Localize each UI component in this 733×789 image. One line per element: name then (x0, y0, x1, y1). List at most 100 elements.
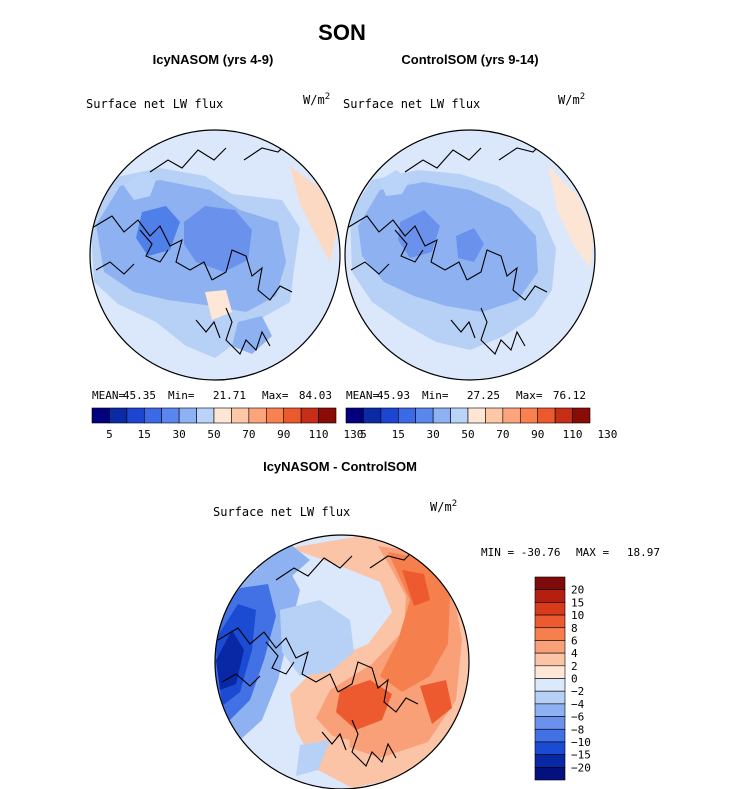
panel-b-coastlines (346, 139, 548, 355)
panel-a-colorbar-swatch (300, 407, 319, 424)
panel-c-min-text: MIN = -30.76 (481, 546, 560, 559)
panel-b-mean-label: MEAN= (346, 389, 379, 402)
panel-b-colorbar-swatch (502, 407, 521, 424)
panel-b-map (345, 130, 595, 380)
panel-c-colorbar-tick-label: −20 (571, 761, 591, 774)
panel-a-colorbar-tick-label: 70 (242, 428, 255, 441)
panel-b-colorbar-swatch (415, 407, 434, 424)
panel-a-colorbar-swatch (91, 407, 110, 424)
panel-b-max-value: 76.12 (553, 389, 586, 402)
panel-c-colorbar-swatch (534, 589, 566, 603)
panel-c-colorbar-tick-label: 6 (571, 634, 578, 647)
panel-c-colorbar-tick-label: −15 (571, 749, 591, 762)
panel-c-colorbar-swatch (534, 728, 566, 743)
panel-a-colorbar-swatch (178, 407, 197, 424)
panel-a-colorbar-swatch (196, 407, 215, 424)
panel-b-title: ControlSOM (yrs 9-14) (401, 52, 538, 67)
panel-b-colorbar-swatch (363, 407, 382, 424)
panel-a-variable: Surface net LW flux (86, 97, 223, 111)
panel-c-colorbar-swatch (534, 602, 566, 616)
panel-a-colorbar-swatch (161, 407, 180, 424)
panel-b-min-value: 27.25 (467, 389, 500, 402)
panel-c-colorbar-swatch (534, 690, 566, 705)
panel-b-colorbar-swatch (450, 407, 469, 424)
panel-b-min-label: Min= (422, 389, 449, 402)
panel-a-colorbar: 5 15 30 50 70 90 110 130 (91, 407, 363, 441)
panel-a-map (90, 130, 340, 380)
panel-c-colorbar-swatch (534, 703, 566, 717)
panel-a-colorbar-tick-label: 110 (309, 428, 329, 441)
panel-b-max-label: Max= (516, 389, 543, 402)
panel-a-colorbar-swatch (143, 407, 163, 424)
panel-b-colorbar-tick-label: 50 (461, 428, 474, 441)
panel-a-colorbar-swatch (265, 407, 285, 424)
panel-b-colorbar-swatch (519, 407, 539, 424)
panel-b-variable: Surface net LW flux (343, 97, 480, 111)
panel-a-colorbar-tick-label: 90 (277, 428, 290, 441)
panel-a-colorbar-swatch (231, 407, 250, 424)
panel-a-coastlines (91, 139, 293, 355)
panel-b-units: W/m2 (558, 92, 585, 107)
panel-b-colorbar-swatch (537, 407, 556, 424)
panel-b-stats: MEAN= 45.93 Min= 27.25 Max= 76.12 (346, 389, 586, 402)
panel-b-colorbar-tick-label: 110 (563, 428, 583, 441)
panel-c-colorbar-tick-label: −10 (571, 736, 591, 749)
panel-c-colorbar-swatch (534, 754, 566, 768)
panel-b-colorbar-tick-label: 130 (597, 428, 617, 441)
panel-a-max-value: 84.03 (299, 389, 332, 402)
panel-b-colorbar-swatch (485, 407, 504, 424)
panel-c-colorbar-tick-label: 4 (571, 647, 578, 660)
panel-b-colorbar-swatch (467, 407, 486, 424)
panel-c-colorbar-swatch (534, 614, 566, 629)
panel-b-colorbar-swatch (345, 407, 364, 424)
panel-c-map-border (214, 534, 470, 789)
panel-c-title: IcyNASOM - ControlSOM (263, 459, 417, 474)
panel-a-colorbar-tick-label: 15 (138, 428, 151, 441)
panel-b-map-border (344, 129, 596, 381)
panel-a-colorbar-swatch (126, 407, 145, 424)
panel-b-colorbar-swatch (432, 407, 451, 424)
panel-c-colorbar-tick-label: −6 (571, 711, 584, 724)
panel-c-variable: Surface net LW flux (213, 505, 350, 519)
panel-a-colorbar-swatch (109, 407, 128, 424)
panel-a-colorbar-tick-label: 130 (343, 428, 363, 441)
panel-b-mean-value: 45.93 (377, 389, 410, 402)
panel-controlsom: ControlSOM (yrs 9-14) Surface net LW flu… (343, 52, 617, 441)
panel-c-max-label: MAX = (576, 546, 609, 559)
panel-a-min-value: 21.71 (213, 389, 246, 402)
panel-a-title: IcyNASOM (yrs 4-9) (153, 52, 274, 67)
panel-b-colorbar-swatch (554, 407, 573, 424)
panel-a-mean-value: 45.35 (123, 389, 156, 402)
panel-c-colorbar-tick-label: −2 (571, 685, 584, 698)
panel-b-colorbar-tick-label: 30 (427, 428, 440, 441)
panel-c-stats: MIN = -30.76 MAX = 18.97 (481, 546, 660, 559)
panel-c-units: W/m2 (430, 499, 457, 514)
panel-c-colorbar-swatch (534, 716, 566, 730)
panel-c-colorbar-tick-label: 8 (571, 622, 578, 635)
panel-c-colorbar-swatch (534, 576, 566, 590)
panel-c-colorbar-tick-label: 15 (571, 596, 584, 609)
panel-a-stats: MEAN= 45.35 Min= 21.71 Max= 84.03 (92, 389, 332, 402)
panel-c-colorbar-tick-label: −4 (571, 698, 585, 711)
panel-b-colorbar: 5 15 30 50 70 90 110 130 (345, 407, 617, 441)
panel-a-colorbar-swatch (213, 407, 232, 424)
panel-b-colorbar-tick-label: 5 (360, 428, 367, 441)
panel-a-min-label: Min= (168, 389, 195, 402)
panel-a-colorbar-tick-label: 50 (207, 428, 220, 441)
panel-b-colorbar-swatch (380, 407, 399, 424)
panel-c-max-value: 18.97 (627, 546, 660, 559)
panel-a-mean-label: MEAN= (92, 389, 125, 402)
panel-a-units: W/m2 (303, 92, 330, 107)
panel-b-colorbar-tick-label: 15 (392, 428, 405, 441)
panel-b-colorbar-swatch (397, 407, 417, 424)
panel-difference: IcyNASOM - ControlSOM Surface net LW flu… (213, 459, 660, 789)
panel-b-colorbar-tick-label: 70 (496, 428, 509, 441)
panel-a-colorbar-swatch (248, 407, 267, 424)
panel-c-colorbar-swatch (534, 678, 566, 692)
panel-a-max-label: Max= (262, 389, 289, 402)
panel-c-colorbar-swatch (534, 640, 566, 654)
panel-icynasom: IcyNASOM (yrs 4-9) Surface net LW flux W… (86, 52, 363, 441)
panel-c-colorbar-tick-label: 10 (571, 609, 584, 622)
